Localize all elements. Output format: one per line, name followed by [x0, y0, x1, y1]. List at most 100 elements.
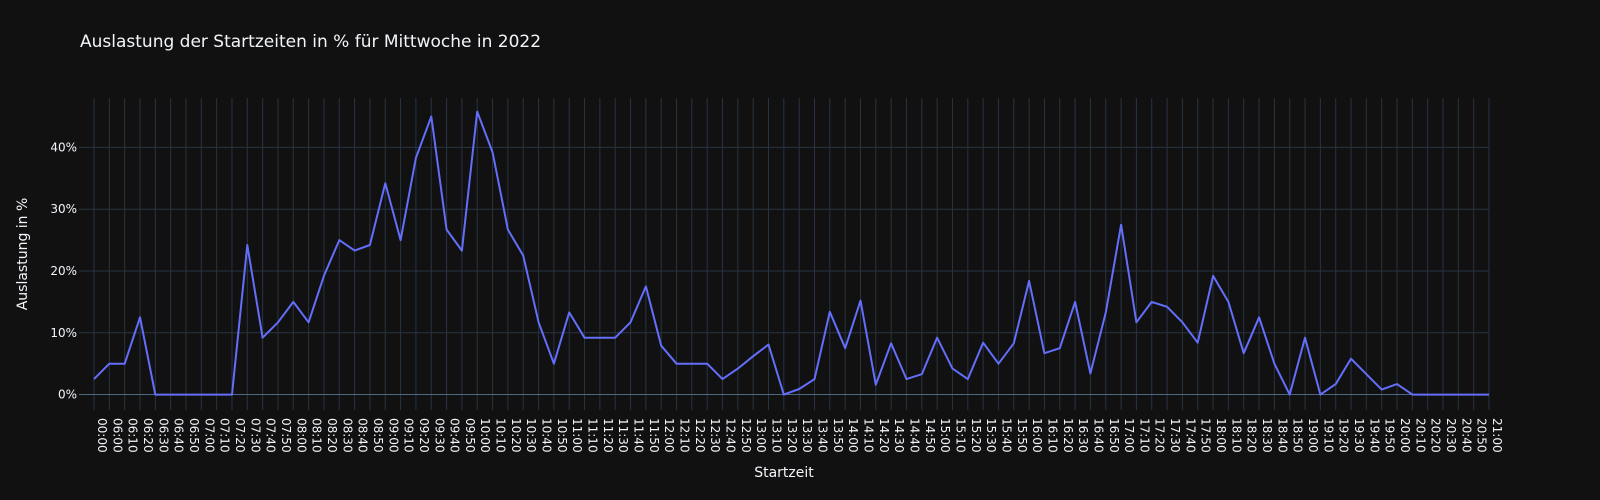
x-tick-label: 13:10: [770, 418, 784, 453]
x-tick-label: 17:40: [1183, 418, 1197, 453]
x-tick-label: 20:10: [1413, 418, 1427, 453]
x-tick-label: 08:50: [371, 418, 385, 453]
y-tick-label: 20%: [50, 264, 77, 278]
x-tick-label: 17:00: [1122, 418, 1136, 453]
x-tick-label: 14:40: [907, 418, 921, 453]
x-tick-label: 18:40: [1275, 418, 1289, 453]
x-axis-title: Startzeit: [754, 465, 814, 481]
x-tick-label: 07:00: [202, 418, 216, 453]
x-tick-label: 21:00: [1490, 418, 1504, 453]
x-tick-label: 10:00: [478, 418, 492, 453]
x-tick-label: 12:00: [662, 418, 676, 453]
x-tick-label: 11:10: [586, 418, 600, 453]
x-tick-label: 06:30: [156, 418, 170, 453]
x-tick-label: 20:50: [1475, 418, 1489, 453]
x-tick-label: 14:30: [892, 418, 906, 453]
x-tick-label: 08:10: [310, 418, 324, 453]
x-tick-label: 15:00: [938, 418, 952, 453]
x-tick-label: 13:50: [831, 418, 845, 453]
x-tick-label: 07:50: [279, 418, 293, 453]
x-tick-label: 19:30: [1352, 418, 1366, 453]
x-tick-label: 09:00: [386, 418, 400, 453]
x-tick-label: 06:00: [110, 418, 124, 453]
x-tick-label: 15:10: [953, 418, 967, 453]
x-tick-label: 09:40: [448, 418, 462, 453]
x-tick-label: 12:10: [678, 418, 692, 453]
x-tick-label: 12:50: [739, 418, 753, 453]
x-tick-label: 18:50: [1291, 418, 1305, 453]
x-tick-label: 19:20: [1337, 418, 1351, 453]
x-tick-label: 17:20: [1153, 418, 1167, 453]
y-tick-label: 0%: [58, 388, 77, 402]
x-tick-label: 08:40: [356, 418, 370, 453]
x-tick-label: 09:20: [417, 418, 431, 453]
x-tick-label: 11:00: [570, 418, 584, 453]
x-tick-label: 19:10: [1321, 418, 1335, 453]
chart-title: Auslastung der Startzeiten in % für Mitt…: [80, 32, 542, 52]
x-tick-label: 14:20: [877, 418, 891, 453]
x-tick-label: 11:50: [647, 418, 661, 453]
x-tick-label: 19:00: [1306, 418, 1320, 453]
x-tick-label: 10:10: [494, 418, 508, 453]
x-tick-label: 12:40: [724, 418, 738, 453]
y-tick-label: 40%: [50, 140, 77, 154]
x-tick-label: 09:30: [432, 418, 446, 453]
x-tick-label: 10:20: [509, 418, 523, 453]
x-tick-label: 17:50: [1199, 418, 1213, 453]
x-tick-label: 06:10: [126, 418, 140, 453]
x-tick-label: 20:40: [1459, 418, 1473, 453]
x-tick-label: 06:20: [141, 418, 155, 453]
x-tick-label: 11:20: [601, 418, 615, 453]
x-tick-label: 18:10: [1229, 418, 1243, 453]
x-tick-label: 16:40: [1091, 418, 1105, 453]
x-tick-label: 14:50: [923, 418, 937, 453]
x-tick-label: 07:30: [248, 418, 262, 453]
x-tick-label: 11:30: [616, 418, 630, 453]
x-tick-label: 00:00: [95, 418, 109, 453]
x-tick-label: 16:10: [1045, 418, 1059, 453]
x-tick-label: 13:20: [785, 418, 799, 453]
x-tick-label: 16:20: [1061, 418, 1075, 453]
series-line: [93, 110, 1489, 396]
y-axis-title: Auslastung in %: [15, 198, 31, 311]
x-tick-label: 19:40: [1367, 418, 1381, 453]
x-tick-label: 16:50: [1107, 418, 1121, 453]
x-tick-label: 18:00: [1214, 418, 1228, 453]
x-tick-label: 09:50: [463, 418, 477, 453]
x-tick-label: 10:40: [540, 418, 554, 453]
x-tick-label: 07:10: [218, 418, 232, 453]
x-tick-label: 10:30: [524, 418, 538, 453]
x-tick-label: 06:40: [172, 418, 186, 453]
x-tick-label: 08:30: [340, 418, 354, 453]
x-tick-label: 17:10: [1137, 418, 1151, 453]
x-tick-label: 19:50: [1383, 418, 1397, 453]
x-tick-label: 13:00: [754, 418, 768, 453]
x-tick-label: 10:50: [555, 418, 569, 453]
x-tick-label: 07:40: [264, 418, 278, 453]
x-tick-label: 18:30: [1260, 418, 1274, 453]
y-tick-label: 10%: [50, 326, 77, 340]
x-tick-label: 14:00: [846, 418, 860, 453]
x-tick-label: 16:00: [1030, 418, 1044, 453]
x-tick-label: 17:30: [1168, 418, 1182, 453]
y-tick-label: 30%: [50, 202, 77, 216]
x-tick-label: 09:10: [402, 418, 416, 453]
x-tick-label: 11:40: [632, 418, 646, 453]
x-tick-label: 12:30: [708, 418, 722, 453]
x-tick-label: 18:20: [1245, 418, 1259, 453]
x-tick-label: 14:10: [861, 418, 875, 453]
x-tick-label: 20:20: [1429, 418, 1443, 453]
x-tick-label: 16:30: [1076, 418, 1090, 453]
x-tick-label: 15:20: [969, 418, 983, 453]
x-tick-label: 08:20: [325, 418, 339, 453]
x-tick-label: 20:00: [1398, 418, 1412, 453]
x-tick-label: 15:30: [984, 418, 998, 453]
x-tick-label: 12:20: [693, 418, 707, 453]
x-tick-label: 15:40: [999, 418, 1013, 453]
x-tick-label: 08:00: [294, 418, 308, 453]
x-tick-label: 15:50: [1015, 418, 1029, 453]
x-tick-label: 13:40: [815, 418, 829, 453]
x-tick-label: 20:30: [1444, 418, 1458, 453]
x-tick-label: 13:30: [800, 418, 814, 453]
